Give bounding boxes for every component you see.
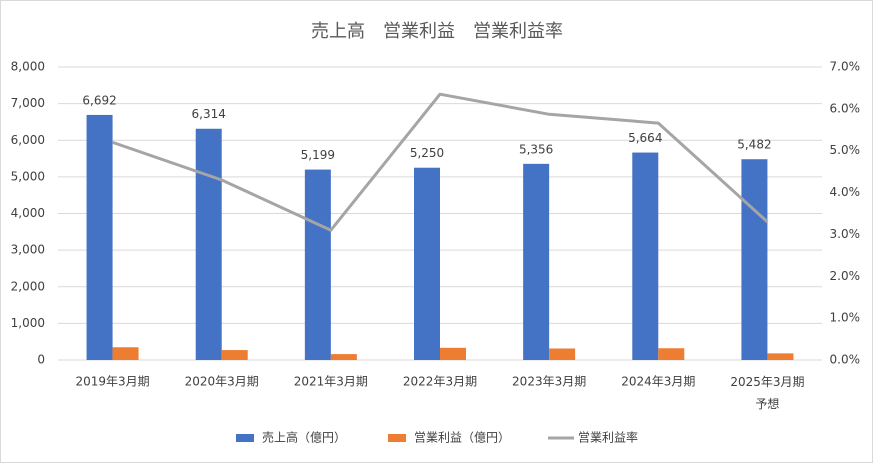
y2-tick-label: 0.0% — [830, 353, 861, 367]
y-tick-label: 2,000 — [11, 279, 45, 293]
bar — [195, 128, 222, 360]
bar — [112, 347, 139, 360]
data-label: 6,692 — [82, 93, 116, 107]
line — [112, 92, 769, 232]
x-tick-label: 2021年3月期 — [294, 375, 368, 389]
legend-label: 営業利益（億円） — [414, 431, 510, 445]
bar — [440, 347, 466, 360]
x-tick-label: 2024年3月期 — [621, 375, 695, 389]
bar — [221, 350, 248, 360]
y2-tick-label: 6.0% — [830, 101, 861, 115]
y-tick-label: 6,000 — [11, 133, 45, 147]
y2-tick-label: 3.0% — [830, 227, 861, 241]
data-label: 5,356 — [519, 142, 553, 156]
chart-title: 売上高 営業利益 営業利益率 — [311, 21, 563, 42]
y2-tick-label: 4.0% — [830, 185, 861, 199]
data-label: 5,199 — [301, 148, 335, 162]
bar — [632, 152, 659, 360]
legend-swatch — [388, 434, 406, 442]
y-tick-label: 5,000 — [11, 169, 45, 183]
y2-tick-label: 2.0% — [830, 269, 861, 283]
y2-tick-label: 1.0% — [830, 311, 861, 325]
y2-tick-label: 5.0% — [830, 143, 861, 157]
data-label: 5,482 — [737, 138, 771, 152]
bar — [658, 348, 685, 360]
data-label: 6,314 — [192, 107, 226, 121]
bar — [304, 169, 331, 360]
x-tick-label: 2023年3月期 — [512, 375, 586, 389]
y-tick-label: 7,000 — [11, 96, 45, 110]
y-tick-label: 1,000 — [11, 316, 45, 330]
bar — [523, 163, 550, 360]
legend-swatch — [236, 434, 254, 442]
x-tick-label: 2025年3月期予想 — [730, 375, 804, 411]
y-tick-label: 4,000 — [11, 206, 45, 220]
bar — [767, 353, 794, 360]
y-tick-label: 0 — [37, 353, 45, 367]
legend-label: 営業利益率 — [578, 430, 638, 445]
y-tick-label: 8,000 — [11, 60, 45, 74]
x-tick-label: 2020年3月期 — [185, 375, 259, 389]
data-label: 5,664 — [628, 131, 662, 145]
data-label: 5,250 — [410, 146, 444, 160]
bar — [741, 159, 768, 360]
legend-label: 売上高（億円） — [262, 430, 346, 445]
bar — [86, 114, 113, 360]
bar — [330, 354, 357, 360]
x-tick-label: 2019年3月期 — [75, 375, 149, 389]
bar — [414, 167, 440, 360]
bar — [549, 348, 576, 360]
y-tick-label: 3,000 — [11, 243, 45, 257]
y2-tick-label: 7.0% — [830, 60, 861, 74]
x-tick-label: 2022年3月期 — [403, 375, 477, 389]
